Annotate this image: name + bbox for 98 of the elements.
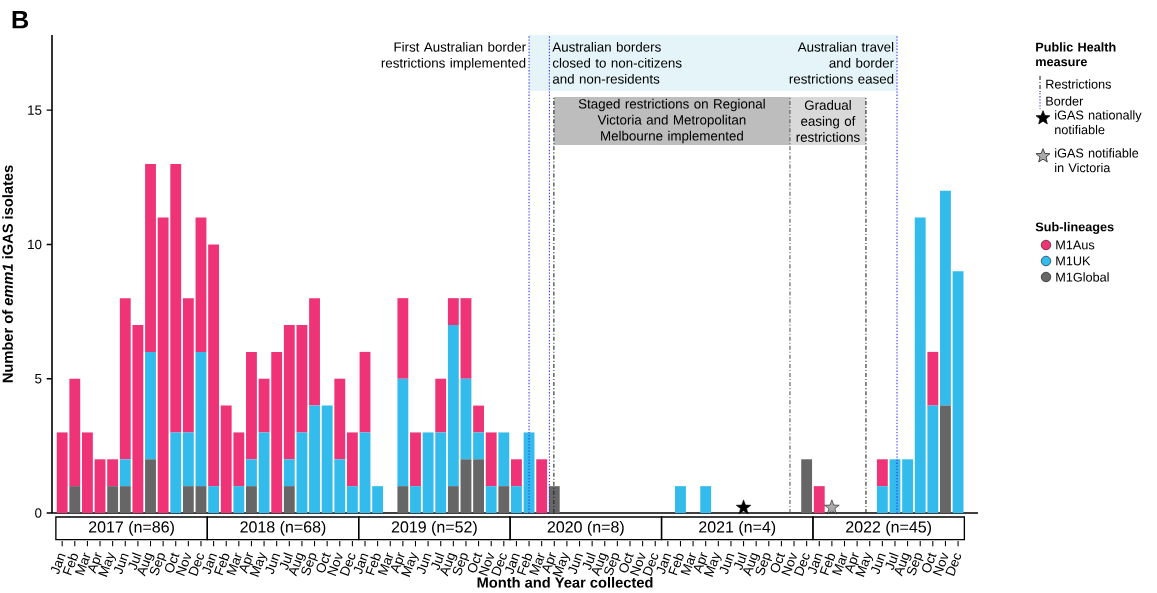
text: Border [1046, 96, 1084, 106]
bar [359, 432, 371, 513]
bar [309, 405, 320, 513]
text: 2018 (n=68) [240, 520, 326, 536]
bar [81, 432, 93, 513]
bar [195, 351, 207, 487]
bar [346, 432, 358, 487]
text: Public Health measure [1036, 42, 1116, 67]
bar [372, 486, 384, 513]
y-tick-label: 10 [28, 239, 42, 250]
bar [447, 325, 459, 487]
bar [498, 486, 510, 513]
text: 2021 (n=4) [699, 520, 776, 536]
x-tick-label: Jun [870, 553, 886, 575]
band-label: Gradual easing of restrictions [796, 100, 860, 142]
chart-title: B [12, 10, 29, 29]
bar [801, 459, 813, 513]
bar [359, 351, 371, 433]
bar [246, 351, 257, 460]
bar [460, 459, 472, 513]
bar [107, 459, 119, 487]
bar [334, 378, 346, 460]
bar [410, 432, 421, 487]
bar [246, 459, 257, 487]
y-tick-label: 0 [35, 508, 42, 518]
legend-label: M1Aus [1056, 240, 1095, 250]
legend-title: Sub-lineages [1035, 222, 1114, 234]
bar [145, 163, 156, 352]
bar [473, 432, 484, 460]
bar [536, 459, 548, 513]
bar [208, 486, 220, 513]
bar [675, 486, 686, 513]
band-label: Staged restrictions on Regional Victoria and Metropolitan Melbourne implemented [578, 98, 765, 144]
bar [940, 405, 951, 513]
ref-line-label: Australian travel and border restrictions eased [789, 41, 894, 84]
bar [208, 244, 220, 487]
bar [700, 486, 712, 513]
bar [876, 486, 888, 513]
ref-line-label: Australian borders closed to non-citizens and non-residents [552, 41, 682, 84]
bar [145, 459, 156, 513]
legend-label: M1Global [1056, 272, 1109, 282]
bar [447, 486, 459, 513]
bar [902, 459, 914, 513]
bar [498, 432, 510, 487]
bar [283, 486, 295, 513]
bar [473, 405, 484, 433]
bar [309, 298, 320, 406]
bar [119, 486, 131, 513]
bar [397, 486, 409, 513]
bar [876, 459, 888, 487]
bar [460, 378, 472, 460]
bar [94, 459, 106, 513]
bar [182, 298, 194, 433]
bar [397, 378, 409, 487]
bar [182, 486, 194, 513]
legend-label: iGAS notifiable in Victoria [1055, 148, 1139, 173]
x-axis-title: Month and Year collected [477, 576, 653, 588]
bar [271, 351, 283, 513]
bar [485, 432, 497, 487]
bar [460, 298, 472, 379]
bar [346, 486, 358, 513]
text: 2022 (n=45) [846, 520, 931, 536]
bar [69, 486, 81, 513]
bar [447, 298, 459, 326]
bar [145, 351, 156, 460]
bar [170, 432, 182, 513]
bar [107, 486, 119, 513]
ref-line-label: First Australian border restrictions implemented [381, 41, 526, 71]
bar [195, 486, 207, 513]
bar [927, 351, 939, 406]
legend-label: iGAS nationally notifiable [1055, 110, 1142, 135]
bar [511, 486, 522, 513]
bar [435, 378, 447, 433]
y-axis-title: Number of emm1 iGAS isolates [2, 165, 13, 383]
bar [258, 378, 270, 433]
bar [511, 459, 522, 487]
legend-label: M1UK [1056, 256, 1091, 266]
bar [258, 432, 270, 513]
bar [952, 271, 964, 513]
y-tick-label: 15 [28, 105, 42, 115]
bar [119, 459, 131, 487]
text: 2020 (n=8) [547, 520, 624, 536]
bar [485, 486, 497, 513]
bar [940, 190, 951, 406]
bar [182, 432, 194, 487]
bar [195, 217, 207, 352]
text: 2017 (n=86) [89, 520, 174, 536]
bar [410, 486, 421, 513]
y-tick-label: 5 [35, 374, 42, 384]
text: 2019 (n=52) [391, 520, 477, 536]
x-tick-label: Jun [113, 553, 129, 575]
bar [397, 298, 409, 379]
bar [233, 486, 245, 513]
bar [473, 459, 484, 513]
text: Restrictions [1046, 79, 1111, 89]
bar [246, 486, 257, 513]
x-tick-label: Jun [416, 553, 432, 575]
bar [813, 486, 825, 513]
